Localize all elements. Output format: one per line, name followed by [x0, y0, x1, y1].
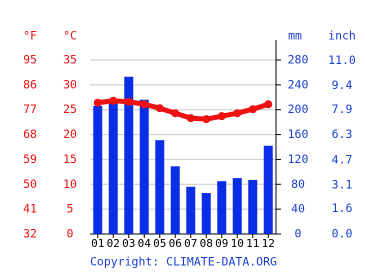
x-tick-label: 01: [91, 237, 104, 250]
bar: [139, 99, 149, 235]
inch-tick-label: 1.6: [332, 201, 353, 215]
inch-tick-label: 4.7: [332, 152, 353, 166]
x-tick-label: 11: [246, 237, 259, 250]
inch-axis-title: inch: [328, 29, 356, 43]
bar: [201, 192, 211, 234]
footer: Copyright: CLIMATE-DATA.ORG: [90, 255, 277, 269]
temperature-point: [140, 100, 149, 109]
x-tick-label: 08: [200, 237, 213, 250]
fahrenheit-tick-label: 59: [23, 152, 37, 166]
celsius-axis-title: °C: [63, 29, 77, 43]
x-tick-label: 02: [107, 237, 120, 250]
bar: [217, 181, 227, 234]
x-tick-label: 03: [122, 237, 135, 250]
y-tick-label: 20: [63, 127, 77, 141]
temperature-point: [171, 109, 180, 118]
inch-tick-label: 7.9: [332, 102, 353, 116]
temperature-point: [202, 115, 211, 124]
bar: [155, 140, 165, 234]
y-tick-label: 25: [63, 102, 77, 116]
temperature-point: [233, 109, 242, 118]
y2-tick-label: 280: [288, 53, 309, 67]
temperature-point: [93, 98, 102, 107]
temperature-point: [264, 100, 273, 109]
bar: [170, 166, 180, 234]
y-tick-label: 15: [63, 152, 77, 166]
inch-tick-label: 0.0: [332, 227, 353, 241]
mm-axis-title: mm: [288, 29, 302, 43]
x-tick-label: 05: [153, 237, 166, 250]
bar: [232, 178, 242, 234]
x-tick-label: 12: [262, 237, 275, 250]
fahrenheit-tick-label: 77: [23, 102, 37, 116]
bar: [248, 179, 258, 234]
fahrenheit-tick-label: 50: [23, 177, 37, 191]
temperature-point: [109, 96, 118, 105]
bar: [124, 76, 134, 235]
inch-tick-label: 11.0: [328, 53, 356, 67]
temperature-point: [248, 105, 257, 114]
y2-tick-label: 240: [288, 77, 309, 91]
fahrenheit-tick-label: 68: [23, 127, 37, 141]
x-tick-label: 07: [184, 237, 197, 250]
temperature-point: [124, 97, 133, 106]
inch-tick-label: 6.3: [332, 127, 353, 141]
y2-tick-label: 120: [288, 152, 309, 166]
fahrenheit-tick-label: 95: [23, 53, 37, 67]
fahrenheit-tick-label: 41: [23, 202, 37, 216]
bar: [263, 145, 273, 234]
inch-tick-label: 9.4: [332, 78, 353, 92]
y2-tick-label: 200: [288, 102, 309, 116]
bar: [186, 186, 196, 234]
bar: [108, 102, 118, 234]
x-tick-label: 10: [231, 237, 244, 250]
y-tick-label: 35: [63, 53, 77, 67]
temperature-point: [155, 104, 164, 113]
y-tick-label: 5: [67, 202, 74, 216]
y-tick-label: 10: [63, 177, 77, 191]
y-tick-label: 30: [63, 77, 77, 91]
x-tick-label: 06: [169, 237, 182, 250]
y2-tick-label: 0: [295, 227, 302, 241]
fahrenheit-axis-title: °F: [23, 29, 37, 43]
y2-tick-label: 80: [291, 177, 305, 191]
temperature-point: [186, 114, 195, 123]
temperature-point: [217, 112, 226, 121]
inch-tick-label: 3.1: [332, 178, 353, 192]
bar: [93, 105, 103, 234]
fahrenheit-tick-label: 86: [23, 77, 37, 91]
fahrenheit-tick-label: 32: [23, 227, 37, 241]
x-tick-label: 04: [138, 237, 152, 250]
y2-tick-label: 40: [291, 202, 305, 216]
y2-tick-label: 160: [288, 127, 309, 141]
x-tick-label: 09: [215, 237, 228, 250]
y-tick-label: 0: [67, 227, 74, 241]
